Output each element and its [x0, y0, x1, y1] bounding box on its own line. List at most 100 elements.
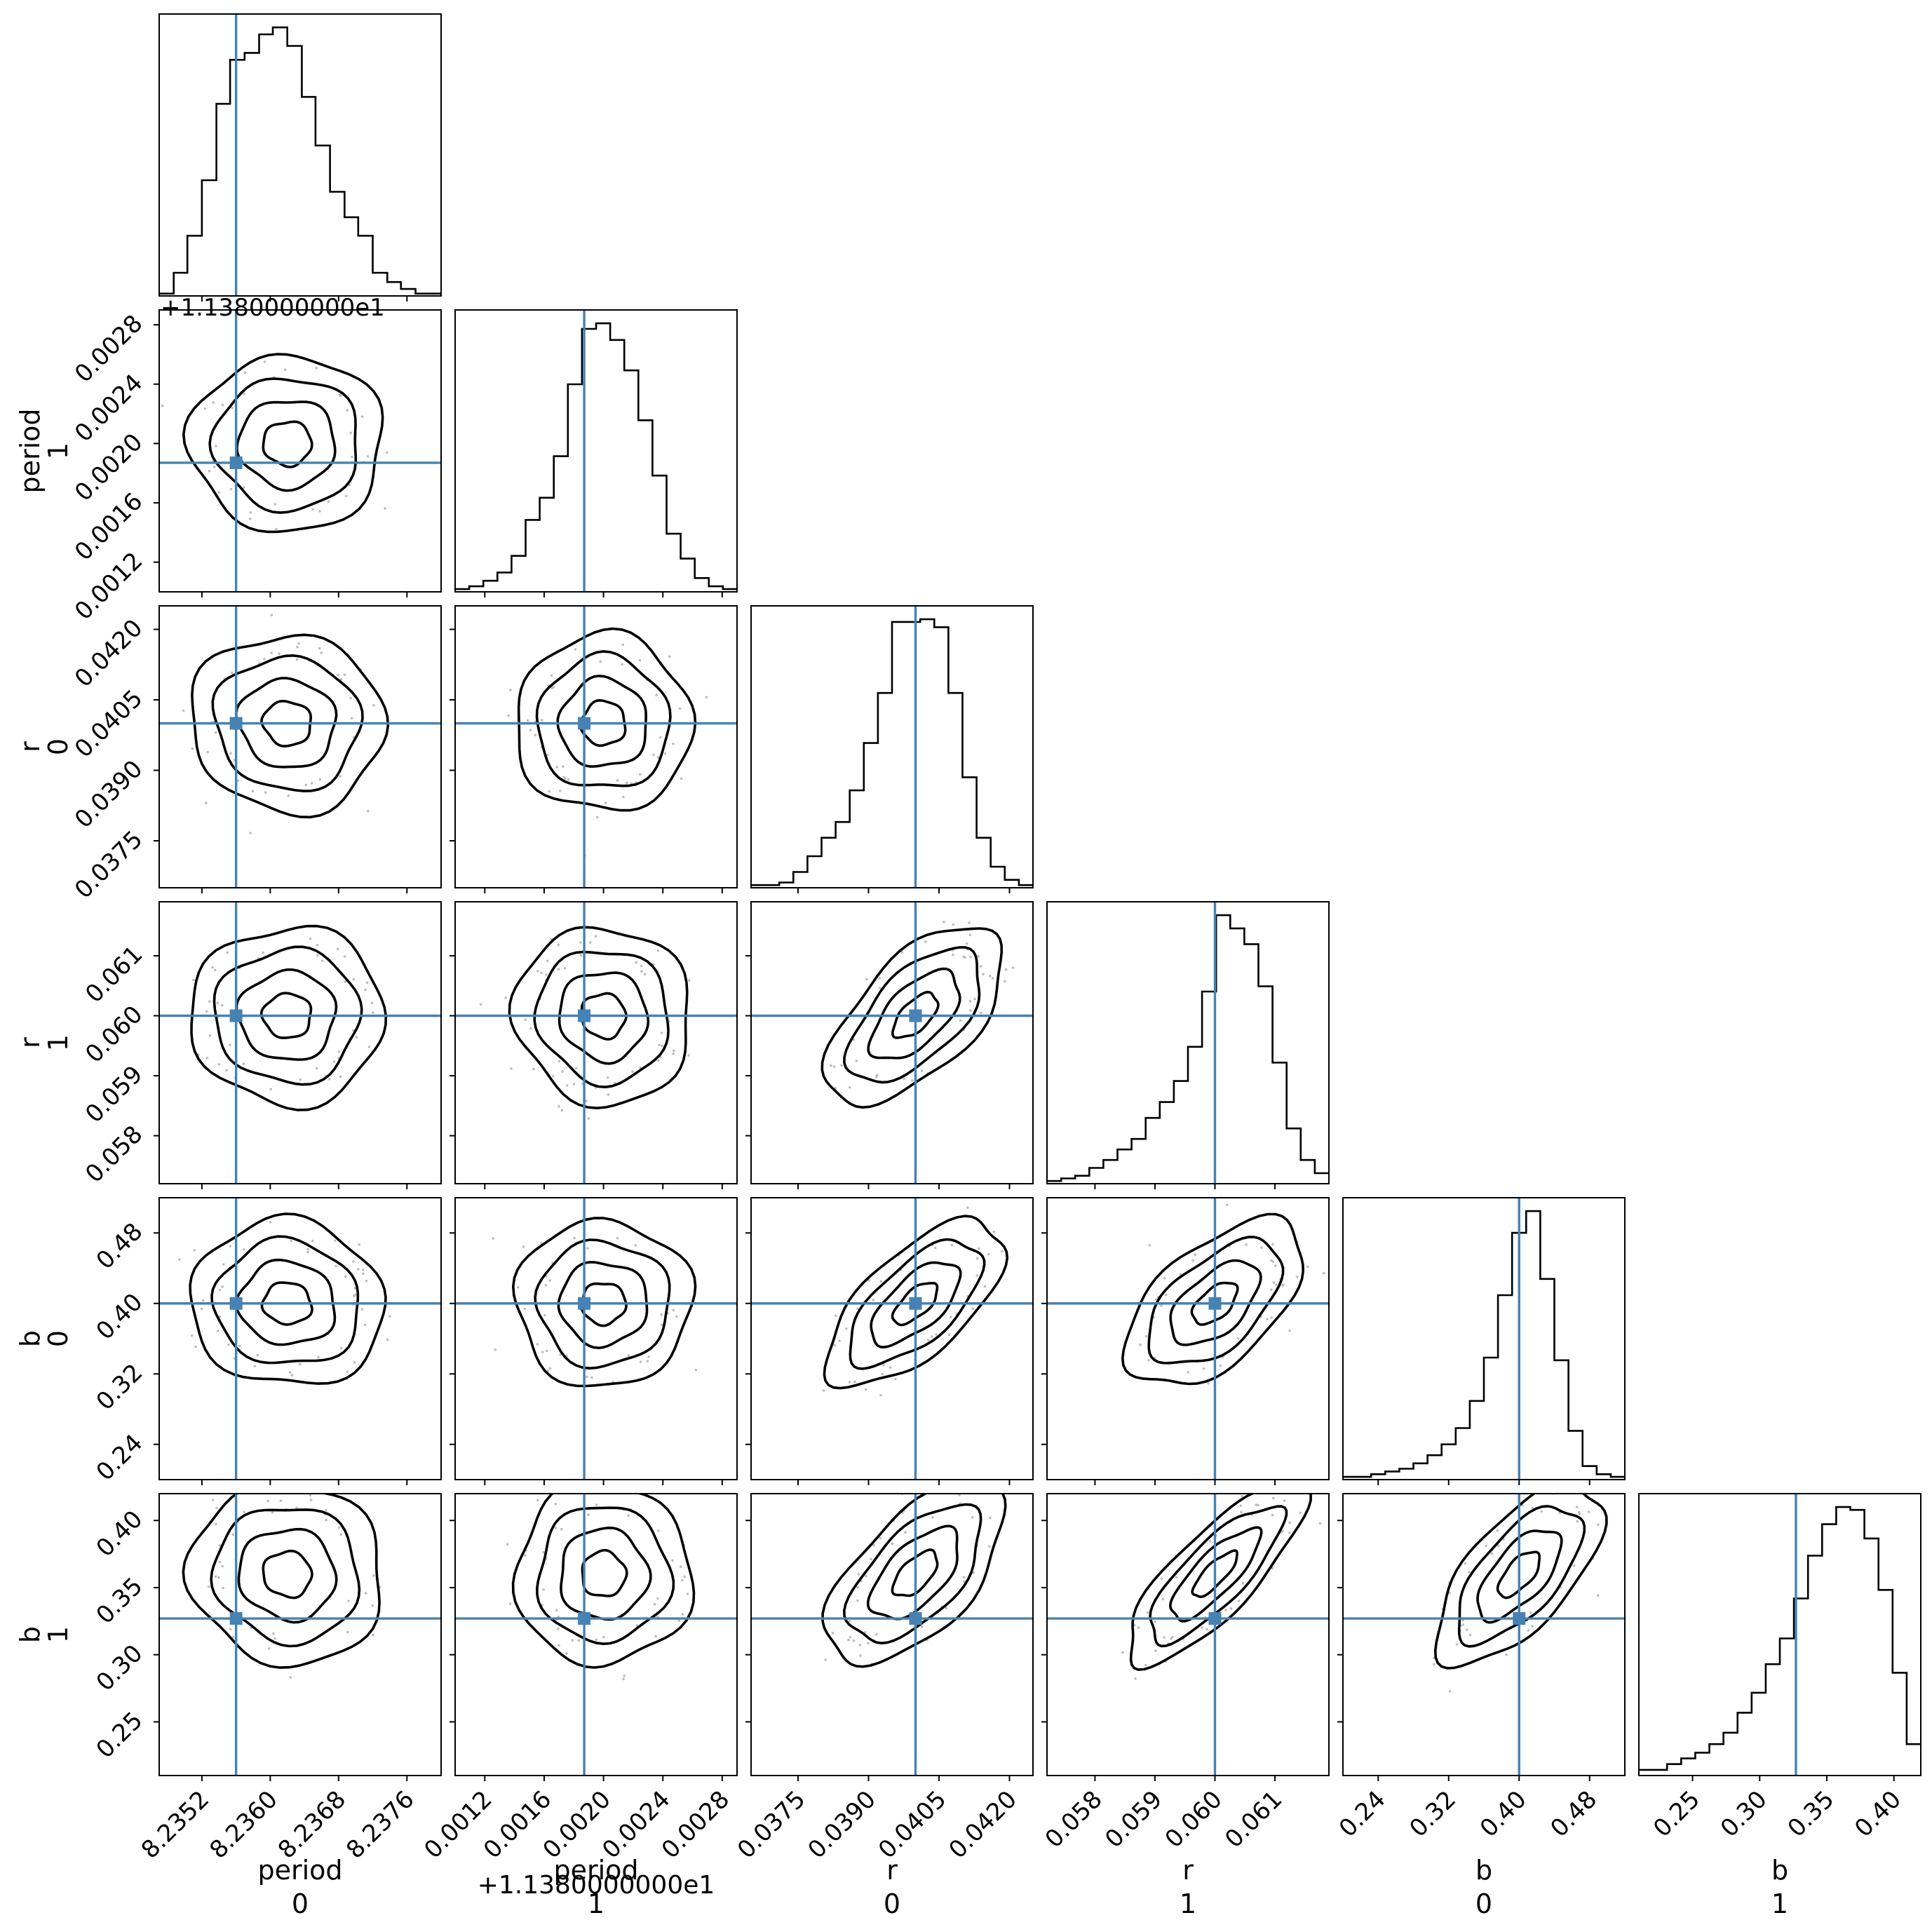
sample-point [309, 937, 312, 940]
sample-point [548, 790, 550, 793]
sample-point [1257, 1503, 1259, 1507]
truth-marker [578, 1297, 591, 1310]
contour-level-1 [867, 967, 961, 1060]
sample-point [550, 687, 553, 689]
sample-point [978, 1247, 980, 1250]
sample-point [586, 1375, 588, 1379]
sample-point [1237, 1600, 1241, 1602]
sample-point [218, 1560, 222, 1564]
sample-point [677, 1619, 681, 1622]
sample-point [647, 1355, 650, 1358]
sample-point [558, 1105, 560, 1108]
sample-point [1146, 1611, 1149, 1614]
sample-point [856, 1307, 859, 1310]
sample-point [965, 942, 968, 945]
contour-level-0 [259, 992, 313, 1039]
sample-point [263, 657, 266, 661]
sample-point [864, 1388, 867, 1391]
sample-point [343, 955, 346, 958]
sample-point [1468, 1633, 1472, 1637]
sample-point [370, 1001, 374, 1005]
sample-point [372, 1574, 375, 1577]
sample-point [523, 1307, 526, 1311]
sample-point [546, 1349, 548, 1353]
sample-point [536, 1343, 539, 1346]
sample-point [847, 1638, 850, 1642]
contour-level-1 [237, 1527, 338, 1624]
sample-point [229, 487, 233, 491]
sample-point [554, 1527, 558, 1529]
contour-level-2 [1147, 1236, 1285, 1365]
contour-level-2 [1149, 1505, 1288, 1648]
sample-point [201, 1299, 205, 1302]
sample-point [881, 1372, 884, 1376]
sample-point [339, 1533, 343, 1536]
sample-point [864, 1630, 867, 1634]
sample-point [249, 832, 252, 834]
truth-marker [909, 1009, 922, 1022]
sample-point [627, 1514, 630, 1517]
contour-level-2 [210, 1235, 360, 1365]
sample-point [626, 781, 628, 785]
sample-point [365, 1279, 368, 1283]
sample-point [1241, 1495, 1243, 1498]
sample-point [522, 1245, 525, 1248]
sample-point [935, 1333, 938, 1336]
histogram-step-5 [1639, 1506, 1921, 1771]
contour-level-1 [558, 971, 650, 1065]
sample-point [221, 1285, 224, 1288]
sample-point [838, 1339, 841, 1342]
sample-point [822, 1389, 825, 1392]
hist-panel-0 [158, 13, 442, 302]
scatter-panel-1-3 [450, 901, 738, 1189]
sample-point [1225, 1203, 1229, 1207]
sample-point [638, 658, 642, 662]
sample-point [683, 1575, 686, 1578]
sample-point [672, 1052, 675, 1055]
contour-level-2 [535, 650, 672, 787]
sample-point [365, 981, 369, 985]
sample-point [192, 978, 195, 982]
sample-point [975, 1274, 979, 1277]
contour-level-3 [1129, 1494, 1312, 1671]
sample-point [1163, 1636, 1166, 1639]
sample-point [270, 651, 273, 654]
sample-point [968, 1000, 972, 1003]
sample-point [548, 1279, 551, 1282]
sample-point [631, 1070, 634, 1073]
sample-point [859, 1654, 862, 1657]
sample-point [879, 1393, 882, 1397]
sample-point [1527, 1629, 1530, 1632]
sample-point [273, 1637, 277, 1640]
contour-level-1 [870, 1261, 962, 1348]
sample-point [242, 1062, 245, 1065]
sample-point [1272, 1281, 1276, 1284]
sample-point [988, 975, 992, 978]
sample-point [833, 1344, 837, 1347]
sample-point [506, 1543, 509, 1546]
sample-point [215, 445, 217, 447]
sample-point [316, 954, 319, 957]
sample-point [1529, 1611, 1532, 1614]
sample-point [1496, 1529, 1499, 1532]
scatter-panel-3-5 [1041, 1493, 1330, 1781]
sample-point [1282, 1283, 1285, 1286]
sample-point [830, 1064, 832, 1067]
sample-point [221, 1564, 224, 1568]
sample-point [350, 717, 353, 719]
sample-point [623, 1675, 626, 1677]
sample-point [217, 1063, 221, 1066]
truth-marker [229, 1009, 243, 1022]
sample-point [848, 1381, 851, 1384]
contour-level-3 [1121, 1212, 1304, 1386]
x-axis-index: 1 [1180, 1888, 1196, 1919]
sample-point [284, 368, 287, 371]
sample-point [205, 1010, 208, 1013]
scatter-panel-3-4 [1041, 1197, 1330, 1485]
sample-point [1299, 1511, 1302, 1515]
sample-point [542, 1588, 545, 1591]
sample-point [220, 1003, 224, 1007]
contour-level-2 [534, 1238, 671, 1370]
sample-point [222, 1263, 225, 1266]
